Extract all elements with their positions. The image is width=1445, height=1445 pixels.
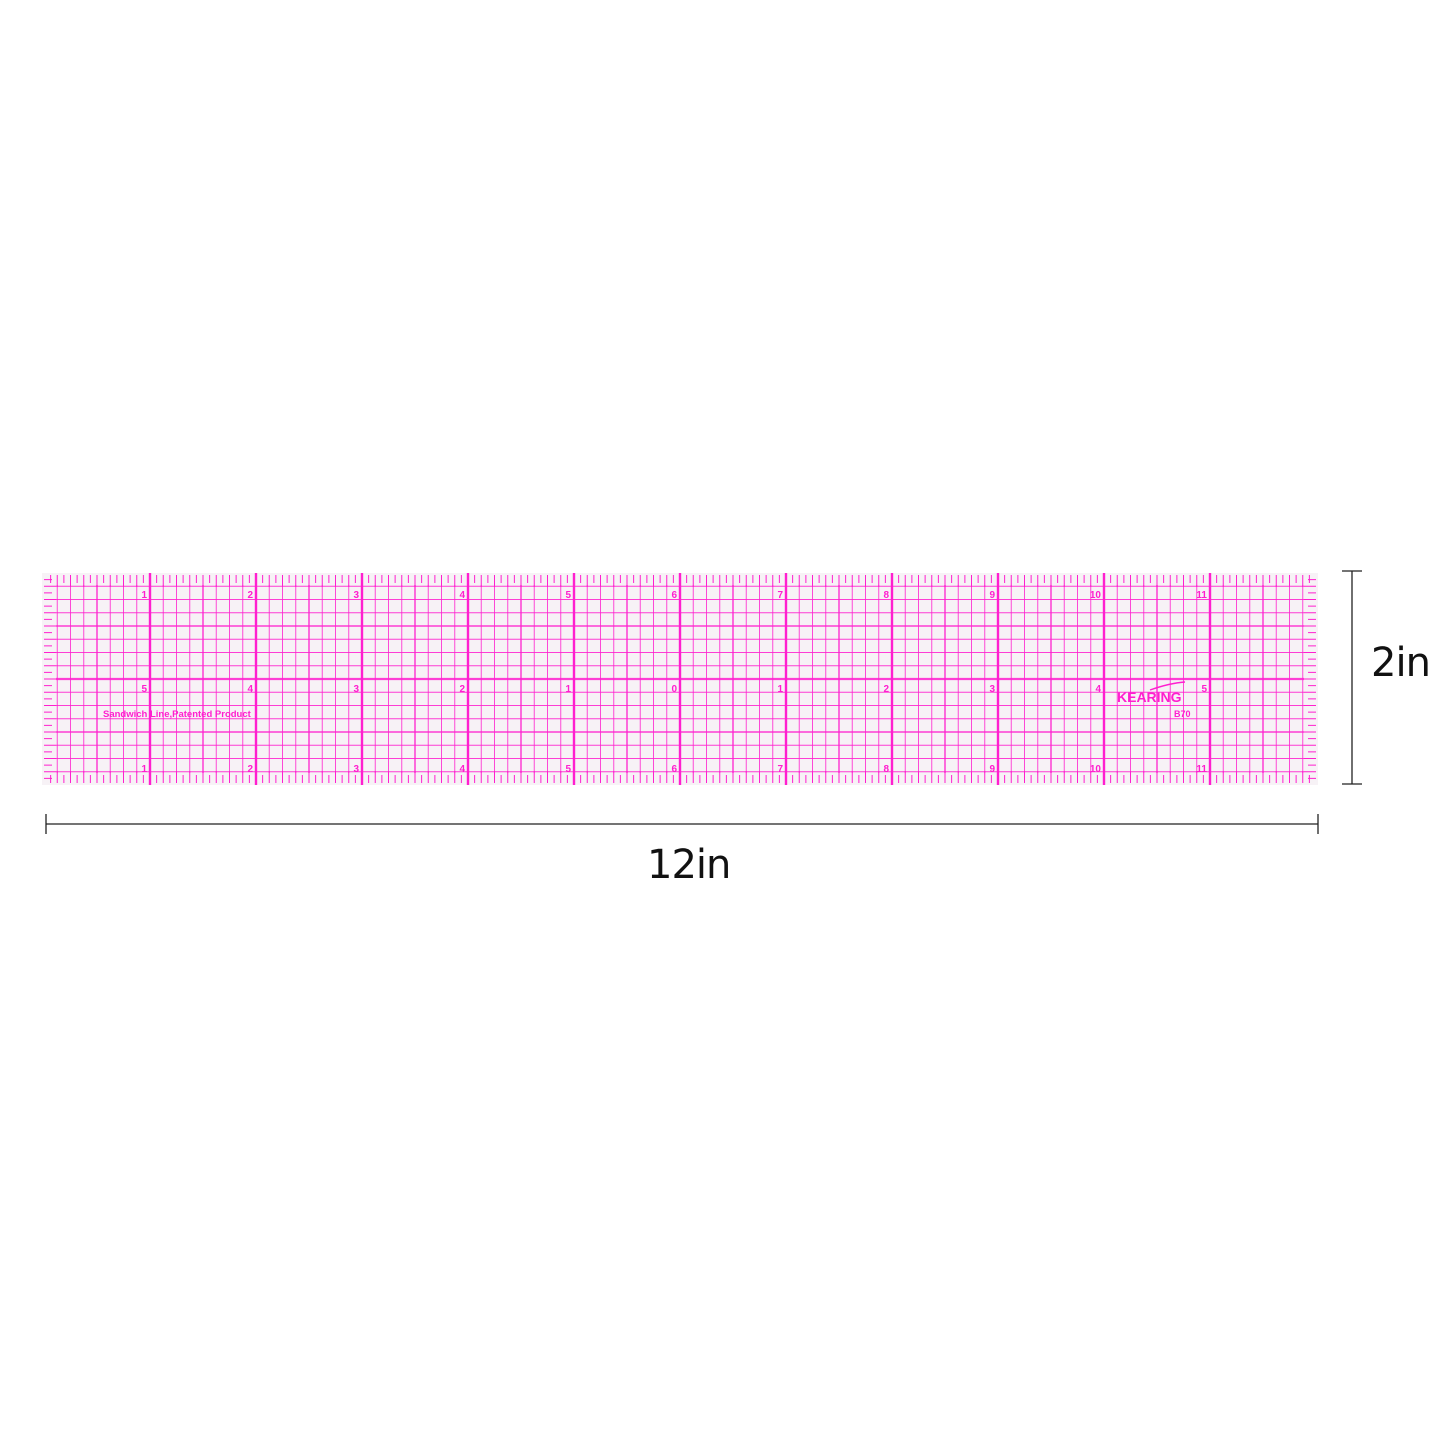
ruler-number-bottom: 9 — [989, 764, 995, 775]
ruler-number-center: 3 — [353, 684, 359, 695]
ruler-number-bottom: 11 — [1196, 764, 1207, 775]
ruler-number-center: 4 — [1095, 684, 1101, 695]
length-dimension-label: 12in — [647, 842, 731, 888]
ruler-number-bottom: 6 — [671, 764, 677, 775]
model-number: B70 — [1174, 709, 1191, 719]
ruler-number-bottom: 5 — [565, 764, 571, 775]
imprint-text: Sandwich Line,Patented Product — [103, 709, 252, 720]
ruler-number-bottom: 1 — [141, 764, 147, 775]
ruler-number-center: 5 — [141, 684, 147, 695]
ruler-number-center: 1 — [565, 684, 571, 695]
logo-swoosh — [1149, 681, 1186, 691]
ruler-number-top: 5 — [565, 590, 571, 601]
ruler-number-center: 1 — [777, 684, 783, 695]
ruler-number-top: 6 — [671, 590, 677, 601]
brand-logo: KEARING — [1117, 689, 1182, 705]
ruler-number-top: 2 — [247, 590, 253, 601]
ruler-number-top: 4 — [459, 590, 465, 601]
ruler-number-bottom: 10 — [1090, 764, 1102, 775]
ruler-number-top: 9 — [989, 590, 995, 601]
ruler-number-center: 2 — [459, 684, 465, 695]
ruler-number-center: 5 — [1201, 684, 1207, 695]
ruler-number-top: 10 — [1090, 590, 1102, 601]
ruler-number-bottom: 3 — [353, 764, 359, 775]
dimension-lines — [45, 570, 1362, 834]
ruler-number-top: 1 — [141, 590, 147, 601]
ruler: 1 2 3 4 5 6 7 8 9 10 115 4 3 2 1 0 1 2 3 4 51 2 3 4 5 6 7 8 9 10 11San… — [42, 573, 1318, 785]
ruler-number-bottom: 7 — [777, 764, 783, 775]
ruler-number-center: 0 — [671, 684, 677, 695]
ruler-number-center: 2 — [883, 684, 889, 695]
ruler-number-bottom: 8 — [883, 764, 889, 775]
ruler-number-top: 8 — [883, 590, 889, 601]
ruler-number-bottom: 4 — [459, 764, 465, 775]
ruler-number-bottom: 2 — [247, 764, 253, 775]
ruler-number-center: 3 — [989, 684, 995, 695]
ruler-number-top: 11 — [1196, 590, 1207, 601]
ruler-number-top: 7 — [777, 590, 783, 601]
ruler-number-top: 3 — [353, 590, 359, 601]
width-dimension-label: 2in — [1371, 640, 1431, 686]
ruler-number-center: 4 — [247, 684, 253, 695]
